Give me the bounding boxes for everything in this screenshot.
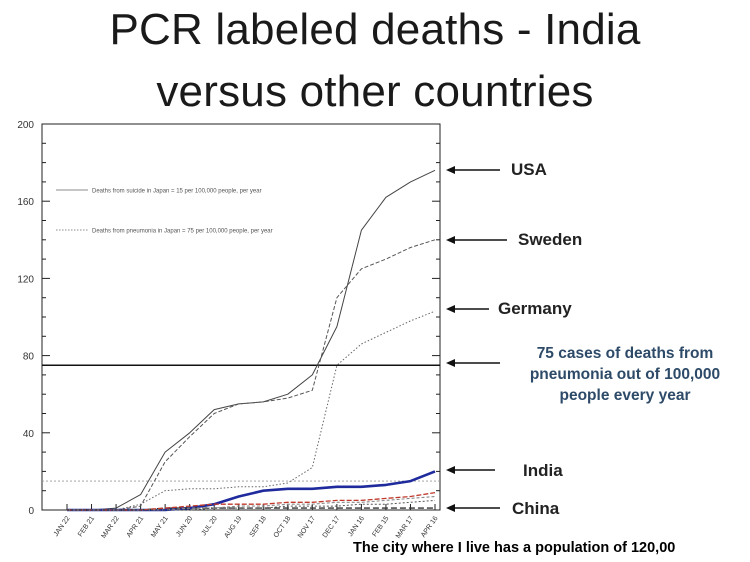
callout-arrows: [446, 166, 507, 512]
arrow-head-china: [446, 504, 455, 512]
callout-germany: Germany: [498, 299, 572, 318]
x-tick-label: MAR 22: [100, 515, 120, 540]
callout-sweden: Sweden: [518, 230, 583, 249]
arrow-head-germany: [446, 305, 455, 313]
x-tick-label: JAN 16: [347, 515, 366, 538]
y-tick-label: 80: [23, 352, 35, 363]
x-tick-label: JUL 20: [201, 515, 219, 537]
series-line-germany: [67, 310, 436, 511]
chart-title-line-1: PCR labeled deaths - India: [109, 5, 641, 54]
x-tick-label: FEB 15: [371, 515, 390, 538]
callout-india: India: [523, 461, 563, 480]
series-line-sweden: [67, 239, 436, 511]
pneumonia-annotation: 75 cases of deaths from pneumonia out of…: [529, 345, 721, 404]
series-line-usa: [67, 169, 436, 511]
callout-china: China: [512, 499, 560, 518]
x-tick-label: MAR 17: [395, 515, 415, 540]
x-tick-label: SEP 18: [249, 515, 268, 538]
arrow-head-india: [446, 466, 455, 474]
arrow-head-usa: [446, 166, 455, 174]
y-tick-label: 40: [23, 429, 35, 440]
legend-entry: Deaths from suicide in Japan = 15 per 10…: [92, 189, 262, 195]
y-tick-label: 120: [17, 274, 34, 285]
arrow-head-pneumonia-note: [446, 359, 455, 367]
legend: Deaths from suicide in Japan = 15 per 10…: [56, 189, 273, 235]
series-line-unlabeled-7: [67, 499, 436, 511]
reference-lines: [42, 364, 440, 482]
arrow-head-sweden: [446, 236, 455, 244]
x-tick-label: MAY 21: [150, 515, 170, 539]
x-tick-label: OCT 18: [273, 515, 293, 539]
population-caption: The city where I live has a population o…: [353, 540, 676, 556]
legend-entry: Deaths from pneumonia in Japan = 75 per …: [92, 229, 273, 235]
callout-usa: USA: [511, 160, 547, 179]
series-lines: [67, 169, 436, 512]
y-tick-label: 200: [17, 120, 34, 131]
x-tick-label: DEC 17: [322, 515, 342, 539]
plot-frame: [41, 123, 441, 511]
chart-title-line-2: versus other countries: [156, 67, 594, 116]
x-tick-label: FEB 21: [77, 515, 96, 538]
x-tick-label: NOV 17: [297, 515, 317, 539]
x-tick-label: APR 21: [126, 515, 146, 539]
x-tick-label: APR 16: [420, 515, 440, 539]
x-tick-label: AUG 19: [223, 515, 243, 539]
y-tick-label: 160: [17, 197, 34, 208]
y-tick-label: 0: [28, 506, 34, 517]
series-line-unlabeled-5: [67, 491, 436, 511]
x-tick-label: JUN 20: [175, 515, 194, 538]
x-tick-label: JAN 22: [53, 515, 72, 538]
